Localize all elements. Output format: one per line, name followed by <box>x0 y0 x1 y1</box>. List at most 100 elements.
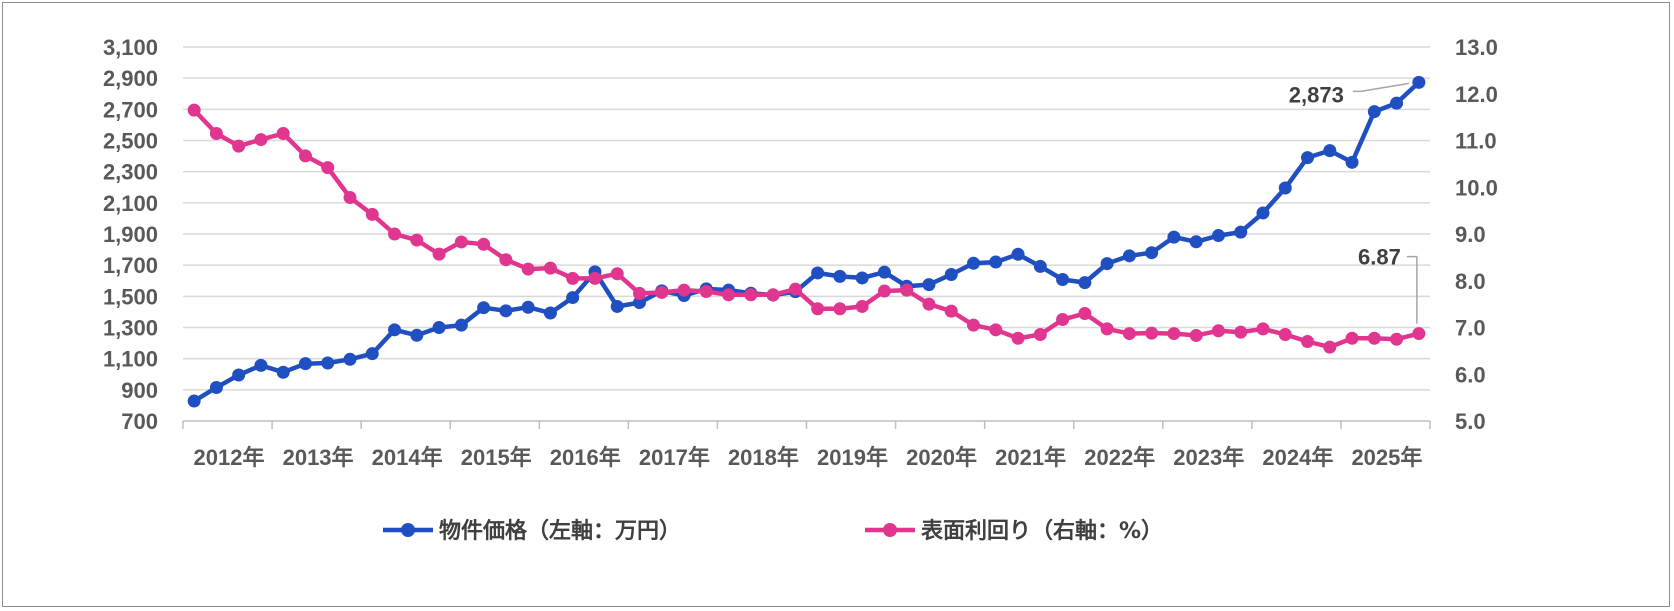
left-tick-label: 1,900 <box>103 222 158 247</box>
data-point <box>254 358 268 372</box>
data-point <box>677 283 691 297</box>
data-point <box>1234 325 1248 339</box>
data-point <box>1412 327 1426 341</box>
data-point <box>1167 327 1181 341</box>
legend-label-1: 表面利回り（右軸：%） <box>921 518 1163 544</box>
data-point <box>610 267 624 281</box>
legend-marker-1 <box>883 523 897 537</box>
data-point <box>276 365 290 379</box>
data-point <box>365 207 379 221</box>
data-point <box>811 266 825 280</box>
data-point <box>1323 144 1337 158</box>
data-point <box>1145 326 1159 340</box>
left-tick-label: 1,700 <box>103 253 158 278</box>
data-point <box>1100 322 1114 336</box>
data-point <box>1078 276 1092 290</box>
data-point <box>632 296 646 310</box>
data-point <box>566 271 580 285</box>
data-point <box>1033 328 1047 342</box>
data-point <box>1301 335 1315 349</box>
data-point <box>855 271 869 285</box>
data-point <box>1167 230 1181 244</box>
data-point <box>1256 322 1270 336</box>
legend-label-0: 物件価格（左軸：万円） <box>439 518 681 544</box>
left-tick-label: 2,500 <box>103 129 158 154</box>
x-tick-label: 2019年 <box>817 445 888 470</box>
data-point <box>922 278 936 292</box>
left-tick-label: 1,500 <box>103 284 158 309</box>
data-point <box>499 253 513 267</box>
annotation-leader <box>1352 82 1409 93</box>
x-tick-label: 2017年 <box>639 445 710 470</box>
data-point <box>454 318 468 332</box>
data-point <box>967 318 981 332</box>
data-point <box>388 227 402 241</box>
annotation-label: 2,873 <box>1289 82 1344 107</box>
left-tick-label: 2,700 <box>103 97 158 122</box>
x-tick-label: 2012年 <box>194 445 265 470</box>
data-point <box>1390 332 1404 346</box>
data-point <box>610 299 624 313</box>
data-point <box>1345 331 1359 345</box>
data-point <box>877 265 891 279</box>
left-tick-label: 3,100 <box>103 35 158 60</box>
data-point <box>232 368 246 382</box>
data-point <box>1189 235 1203 249</box>
annotation-leader <box>1406 255 1418 324</box>
data-point <box>365 347 379 361</box>
data-point <box>1189 328 1203 342</box>
data-point <box>1390 96 1404 110</box>
data-point <box>788 282 802 296</box>
data-point <box>989 323 1003 337</box>
data-point <box>187 394 201 408</box>
data-point <box>1367 331 1381 345</box>
data-point <box>655 285 669 299</box>
legend-marker-0 <box>401 523 415 537</box>
left-tick-label: 1,100 <box>103 347 158 372</box>
right-axis-ticks: 13.0 12.0 11.0 10.0 9.0 8.0 7.0 6.0 5.0 <box>1455 35 1498 434</box>
data-point <box>521 262 535 276</box>
data-point <box>1211 324 1225 338</box>
right-tick-label: 12.0 <box>1455 82 1498 107</box>
data-point <box>187 103 201 117</box>
x-tick-label: 2024年 <box>1262 445 1333 470</box>
data-point <box>477 237 491 251</box>
chart: 3,100 2,900 2,700 2,500 2,300 2,100 1,900 1,700… <box>103 35 1498 544</box>
data-point <box>900 283 914 297</box>
annotations: 2,873 6.87 <box>1289 82 1418 324</box>
data-point <box>209 380 223 394</box>
data-point <box>477 301 491 315</box>
data-point <box>1323 340 1337 354</box>
data-point <box>298 149 312 163</box>
right-tick-label: 6.0 <box>1455 362 1486 387</box>
data-point <box>343 191 357 205</box>
data-point <box>1122 249 1136 263</box>
x-tick-label: 2015年 <box>461 445 532 470</box>
data-point <box>1278 181 1292 195</box>
data-point <box>298 357 312 371</box>
data-point <box>811 302 825 316</box>
data-point <box>855 299 869 313</box>
data-point <box>209 126 223 140</box>
data-point <box>967 256 981 270</box>
x-axis <box>182 420 1431 429</box>
data-point <box>1256 206 1270 220</box>
data-point <box>343 352 357 366</box>
legend: 物件価格（左軸：万円） 表面利回り（右軸：%） <box>383 518 1163 544</box>
data-point <box>1145 246 1159 260</box>
data-point <box>1412 75 1426 89</box>
data-point <box>499 304 513 318</box>
data-point <box>922 297 936 311</box>
data-point <box>1011 331 1025 345</box>
data-point <box>254 133 268 147</box>
data-point <box>1367 105 1381 119</box>
data-point <box>321 356 335 370</box>
data-point <box>1211 229 1225 243</box>
x-tick-label: 2025年 <box>1351 445 1422 470</box>
data-point <box>1122 327 1136 341</box>
data-point <box>276 126 290 140</box>
x-axis-ticks: 2012年 2013年 2014年 2015年 2016年 2017年 2018年 2019年… <box>194 445 1423 470</box>
right-tick-label: 7.0 <box>1455 316 1486 341</box>
right-tick-label: 5.0 <box>1455 409 1486 434</box>
